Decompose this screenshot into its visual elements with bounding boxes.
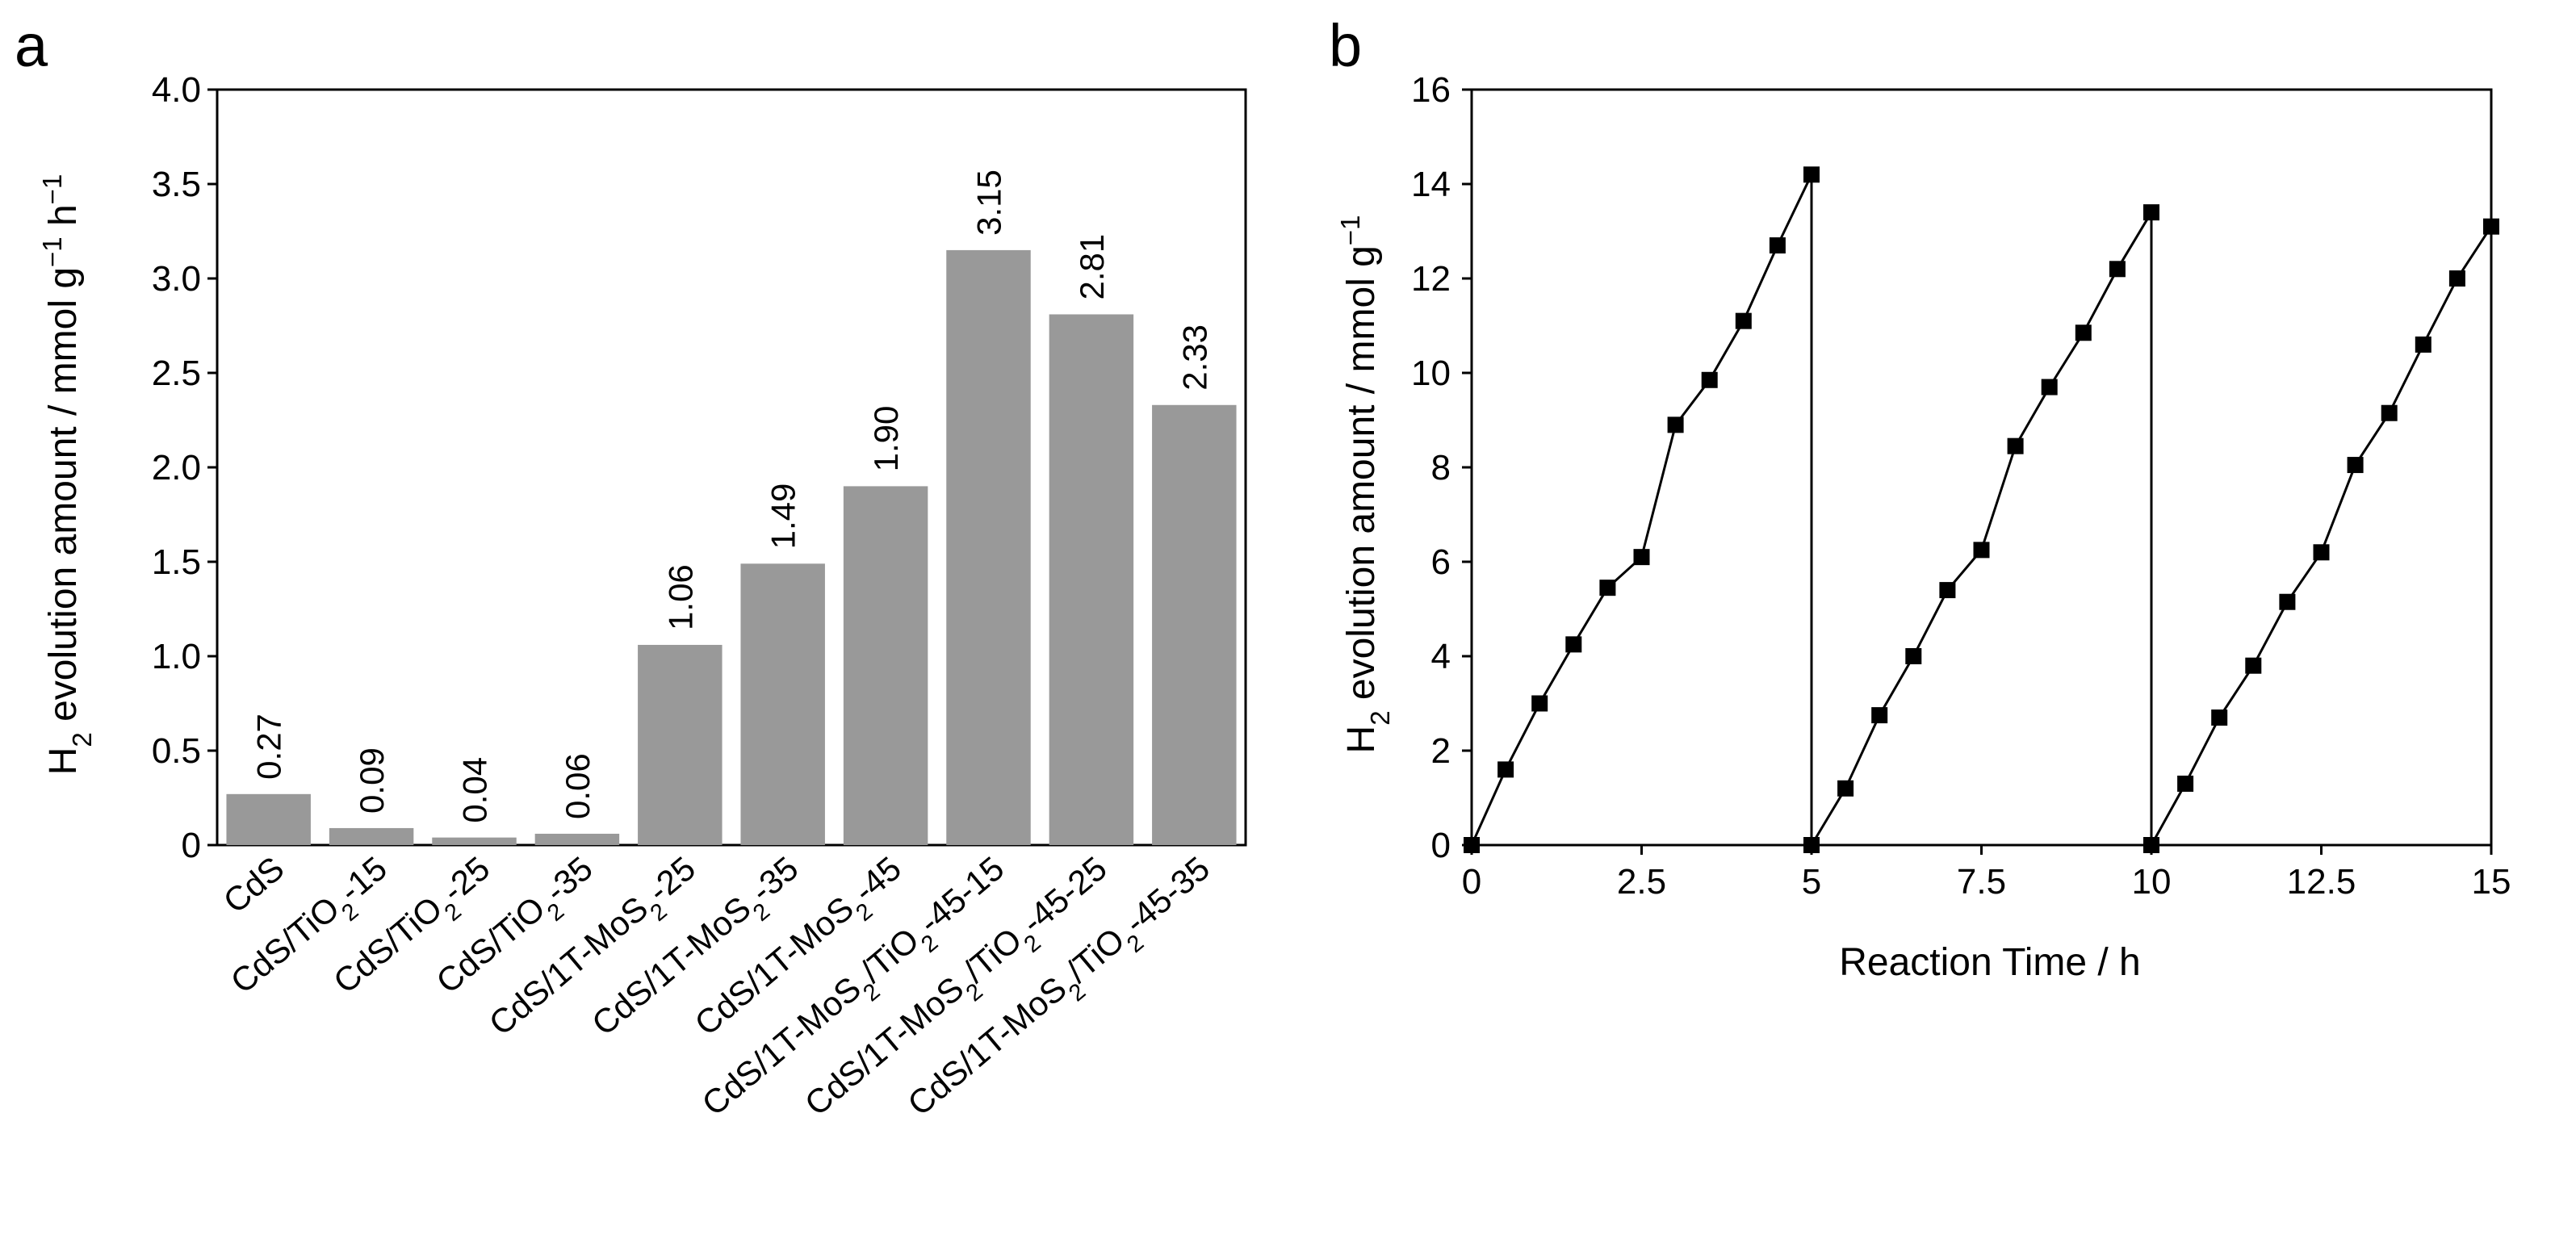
bar [329, 827, 414, 845]
panel-a-y-tick-label: 4.0 [152, 70, 201, 110]
data-point [1905, 648, 1922, 664]
category-label: CdS [216, 849, 291, 921]
bar [1152, 404, 1237, 845]
data-point [2483, 218, 2499, 235]
bar [638, 644, 723, 845]
bar-value-label: 0.04 [456, 757, 494, 823]
panel-b-x-tick-label: 5 [1802, 862, 1821, 902]
data-point [1701, 371, 1718, 388]
panel-b-series [1464, 166, 2499, 853]
data-point [2347, 457, 2364, 474]
panel-b-y-tick-label: 16 [1411, 70, 1451, 110]
bar-value-label: 2.33 [1175, 324, 1213, 391]
panel-a-y-tick-label: 1.5 [152, 542, 201, 582]
panel-b-x-tick-label: 2.5 [1617, 862, 1666, 902]
panel-b-y-tick-label: 2 [1431, 731, 1451, 771]
data-point [2313, 544, 2330, 561]
series-line [1470, 174, 1813, 846]
panel-b-x-tick-label: 10 [2132, 862, 2172, 902]
bar [1049, 314, 1134, 846]
data-point [1565, 636, 1582, 653]
data-point [2381, 404, 2398, 421]
panel-b-x-tick-label: 15 [2472, 862, 2511, 902]
panel-b-y-axis-title: H2 evolution amount / mmol g−1 [1335, 216, 1395, 754]
panel-b-y-tick-label: 14 [1411, 165, 1451, 204]
bar-value-label: 2.81 [1073, 234, 1111, 300]
panel-a-bars: 0.27 0.09 0.04 0.06 1.06 1.49 1.90 3.15 2.81 2.33 [226, 170, 1237, 846]
data-point [1973, 542, 1990, 559]
data-point [1939, 582, 1956, 599]
data-point [2143, 204, 2159, 221]
data-point [1531, 695, 1548, 712]
data-point [2245, 657, 2262, 674]
panel-a-bar-chart: a H2 evolution amount / mmol g−1 h−1 0 0.… [15, 12, 1247, 1123]
bar [740, 563, 825, 845]
data-point [1667, 416, 1684, 433]
panel-b-x-tick-label: 12.5 [2287, 862, 2356, 902]
panel-a-y-tick-label: 2.5 [152, 354, 201, 393]
data-point [2415, 336, 2431, 353]
data-point [2143, 837, 2159, 853]
data-point [2177, 775, 2194, 792]
data-point [1464, 837, 1480, 853]
bar [843, 486, 928, 845]
panel-b-line-chart: b H2 evolution amount / mmol g−1 Reactio… [1329, 12, 2511, 984]
data-point [2007, 437, 2024, 454]
panel-b-x-tick-label: 0 [1462, 862, 1481, 902]
data-point [1803, 837, 1820, 853]
data-point [1871, 707, 1888, 724]
panel-b-y-tick-label: 0 [1431, 826, 1451, 865]
bar-value-label: 0.09 [353, 747, 391, 814]
panel-b-y-tick-label: 12 [1411, 259, 1451, 299]
data-point [1769, 237, 1786, 254]
bar-value-label: 0.27 [250, 714, 288, 780]
data-point [1837, 780, 1854, 797]
panel-b-y-tick-label: 8 [1431, 448, 1451, 488]
panel-a-y-axis-title: H2 evolution amount / mmol g−1 h−1 [37, 174, 97, 776]
data-point [1803, 166, 1820, 183]
data-point [1599, 580, 1616, 596]
panel-a-category-labels: CdSCdS/TiO2-15CdS/TiO2-25CdS/TiO2-35CdS/… [216, 849, 1217, 1123]
data-point [2041, 379, 2058, 396]
panel-b-y-tick-label: 10 [1411, 354, 1451, 393]
bar [534, 833, 620, 845]
panel-a-y-tick-label: 3.5 [152, 165, 201, 204]
panel-a-y-tick-label: 1.0 [152, 637, 201, 676]
data-point [2109, 261, 2126, 278]
data-point [2075, 324, 2092, 341]
bar-value-label: 0.06 [559, 753, 597, 819]
data-point [1633, 549, 1650, 566]
bar-value-label: 1.06 [661, 564, 699, 630]
series-line [2150, 225, 2493, 846]
series-line [1810, 207, 2153, 846]
panel-a-y-tick-label: 3.0 [152, 259, 201, 299]
bar-value-label: 3.15 [970, 170, 1008, 236]
panel-b-letter: b [1329, 12, 1362, 79]
bar [226, 793, 311, 845]
bar [946, 249, 1031, 845]
data-point [1735, 312, 1752, 329]
panel-a-y-tick-label: 2.0 [152, 448, 201, 488]
panel-a-letter: a [15, 12, 48, 79]
panel-b-y-tick-label: 4 [1431, 637, 1451, 676]
data-point [1497, 761, 1514, 778]
panel-a-axes: 0 0.5 1.0 1.5 2.0 2.5 3.0 3.5 4.0 [152, 70, 1247, 865]
panel-a-y-tick-label: 0 [182, 826, 201, 865]
panel-b-x-axis-title: Reaction Time / h [1839, 941, 2141, 984]
bar [432, 837, 517, 845]
data-point [2448, 270, 2465, 287]
data-point [2279, 593, 2296, 610]
panel-b-plot-frame [1470, 88, 2493, 847]
bar-value-label: 1.90 [867, 406, 905, 472]
panel-a-y-tick-label: 0.5 [152, 731, 201, 771]
panel-b-x-tick-label: 7.5 [1957, 862, 2006, 902]
data-point [2211, 709, 2228, 726]
bar-value-label: 1.49 [764, 483, 802, 550]
panel-b-y-tick-label: 6 [1431, 542, 1451, 582]
